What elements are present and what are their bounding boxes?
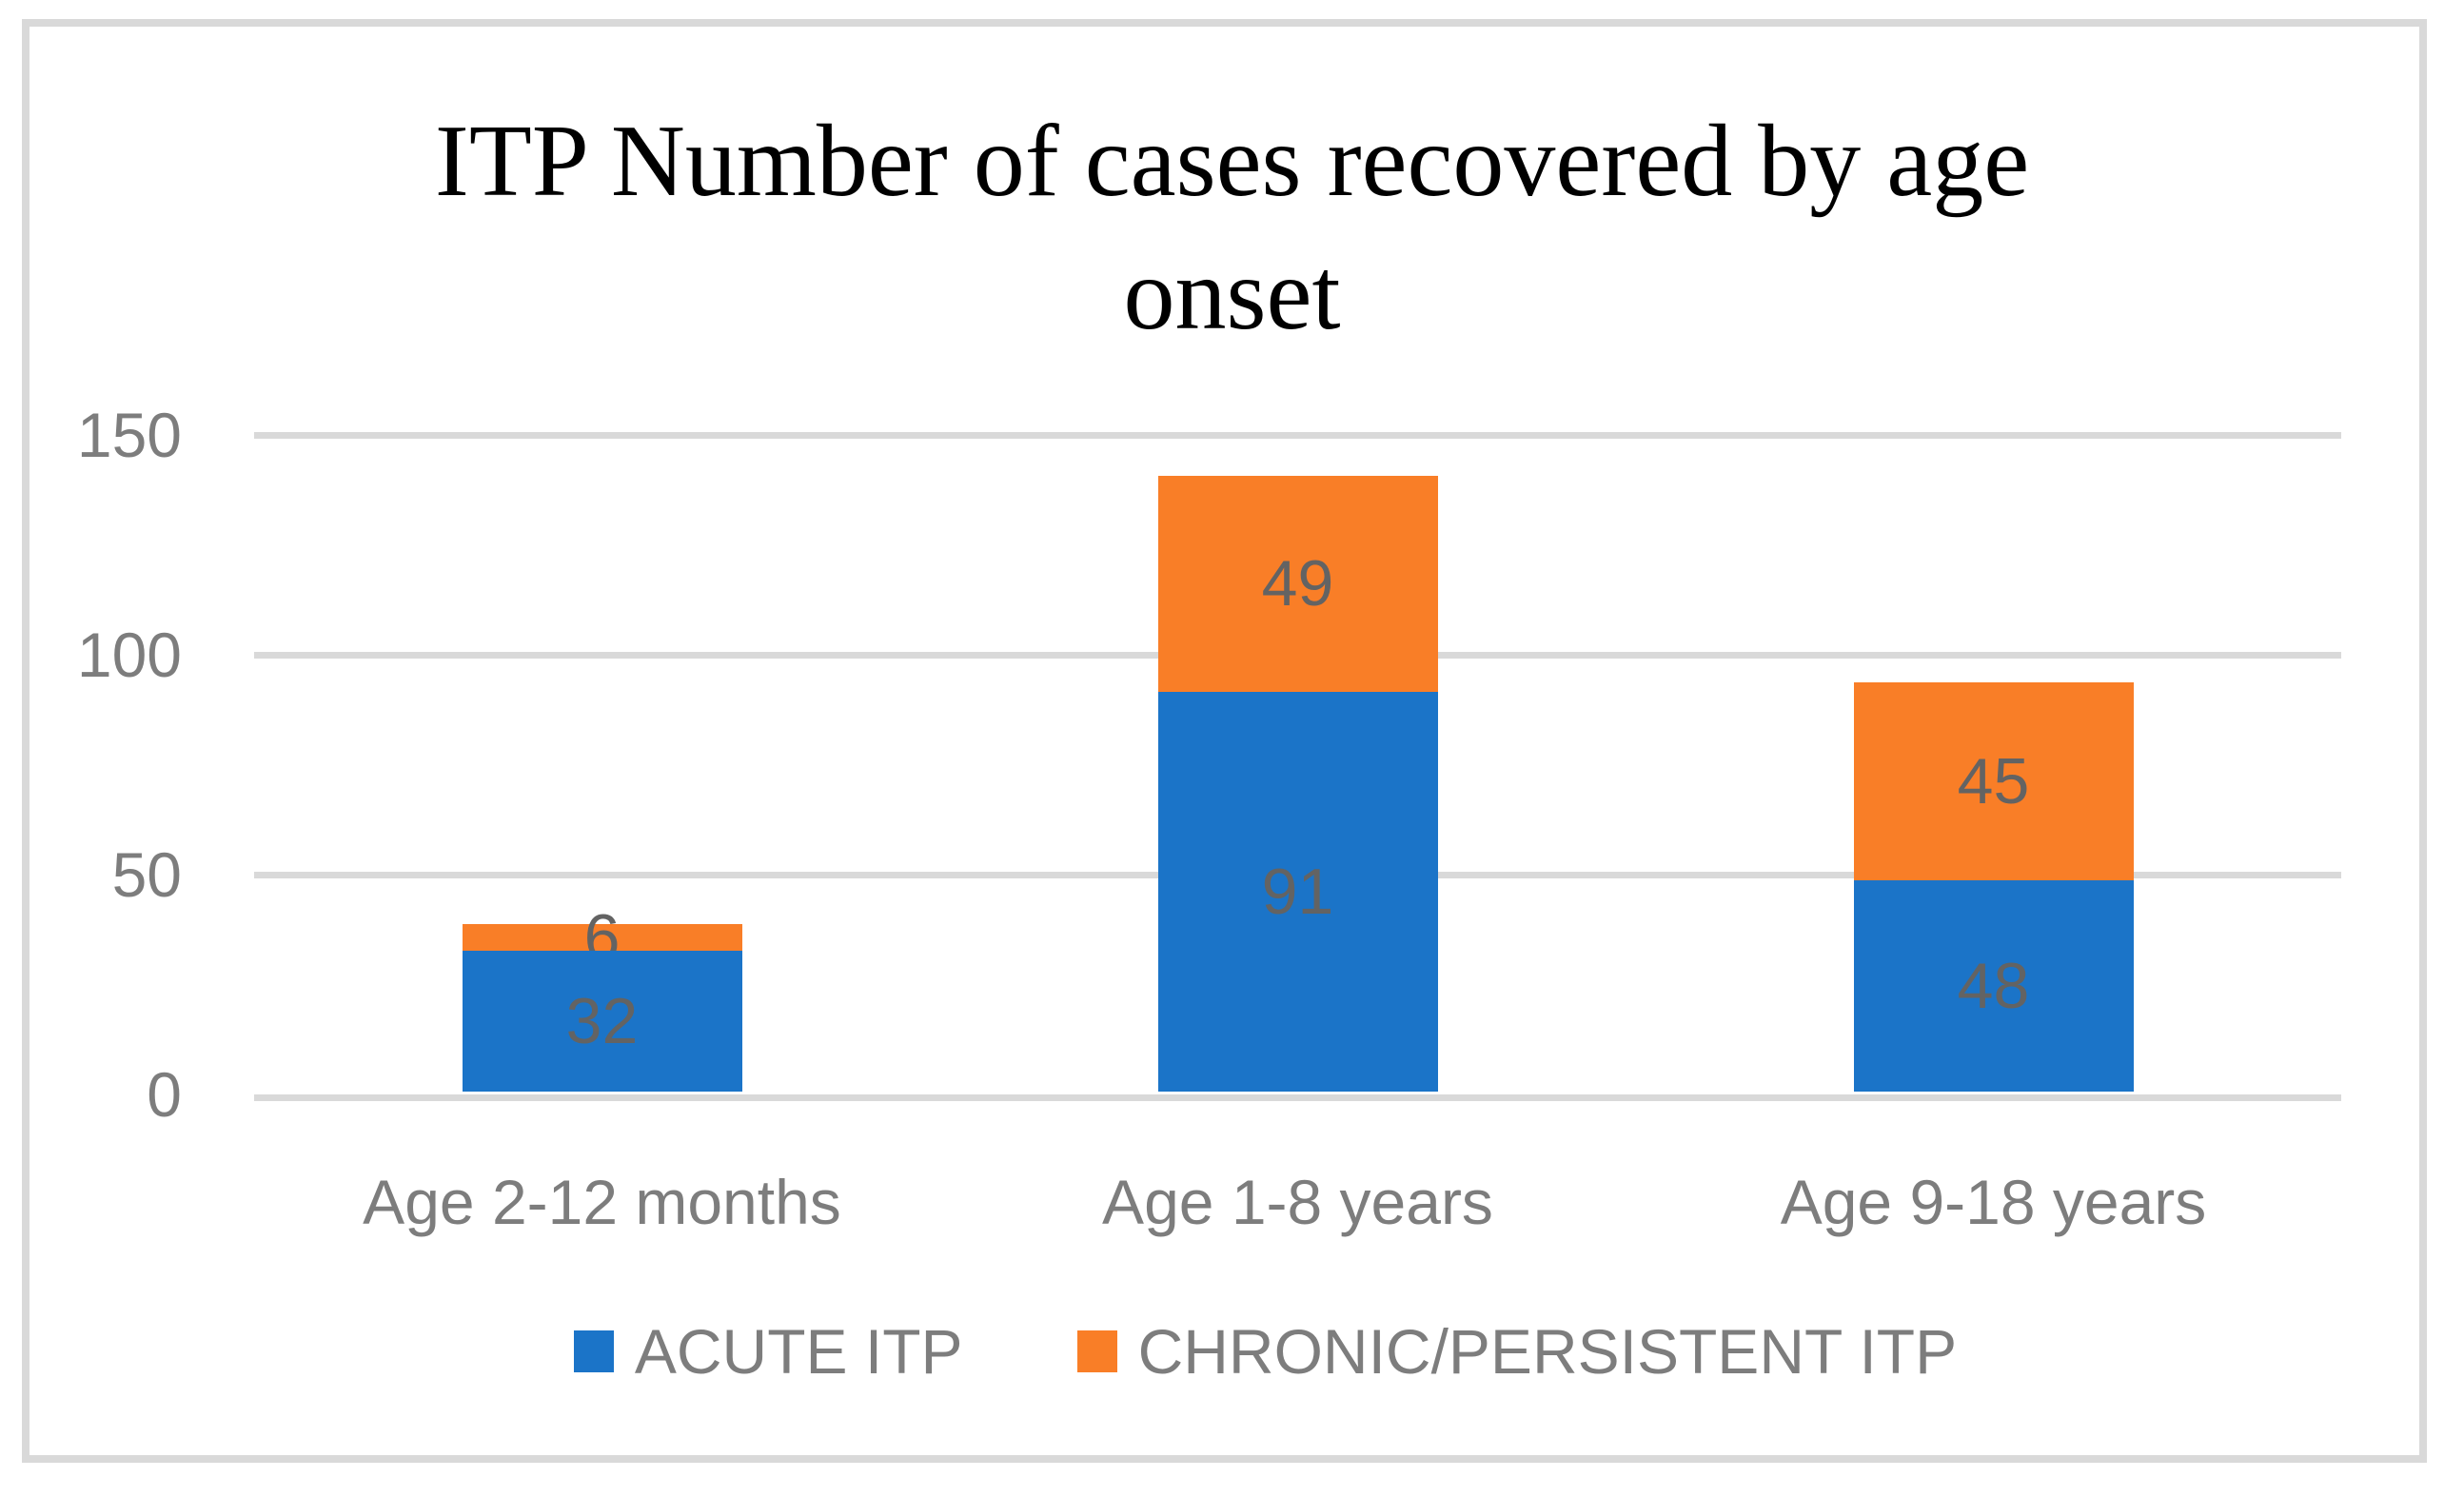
category-slot-2: 48 45 [1646, 435, 2341, 1092]
data-label: 32 [565, 985, 639, 1058]
gridline-y-0 [254, 1093, 2341, 1101]
legend-swatch-icon [1076, 1330, 1117, 1372]
y-axis-tick-label-0: 0 [147, 1059, 182, 1130]
data-label: 48 [1957, 950, 2030, 1023]
stacked-bar-2: 48 45 [1853, 682, 2134, 1092]
y-axis-tick-label-50: 50 [111, 839, 182, 910]
y-axis-tick-label-100: 100 [76, 620, 182, 690]
chart-title-line-2: onset [1123, 238, 1341, 351]
x-axis-category-label-2: Age 9-18 years [1780, 1167, 2207, 1237]
category-slot-0: 32 6 [254, 435, 950, 1092]
chart-title-line-1: ITP Number of cases recovered by age [434, 105, 2030, 218]
bar-segment-chronic-0: 6 [462, 905, 742, 970]
chart-border-frame [22, 19, 2427, 1463]
stacked-bar-0: 32 6 [462, 905, 742, 1092]
chart-title: ITP Number of cases recovered by age ons… [0, 95, 2464, 362]
data-label: 49 [1261, 547, 1334, 620]
x-axis-category-label-0: Age 2-12 months [363, 1167, 841, 1237]
x-axis-category-label-1: Age 1-8 years [1102, 1167, 1493, 1237]
legend: ACUTE ITP CHRONIC/PERSISTENT ITP [0, 1320, 2464, 1383]
plot-area: 32 6 91 49 48 45 [254, 435, 2341, 1092]
bar-segment-acute-2: 48 [1853, 880, 2134, 1092]
x-axis-category-labels: Age 2-12 months Age 1-8 years Age 9-18 yea… [254, 1164, 2341, 1240]
y-axis-tick-label-150: 150 [76, 400, 182, 470]
bar-segment-acute-0: 32 [462, 951, 742, 1092]
bar-segment-chronic-1: 49 [1157, 476, 1438, 692]
bar-segment-chronic-2: 45 [1853, 682, 2134, 881]
legend-label: ACUTE ITP [634, 1316, 963, 1387]
legend-label: CHRONIC/PERSISTENT ITP [1137, 1316, 1958, 1387]
category-slot-1: 91 49 [950, 435, 1646, 1092]
gridline-y-150 [254, 431, 2341, 439]
legend-item-acute: ACUTE ITP [573, 1316, 963, 1387]
bar-segment-acute-1: 91 [1157, 691, 1438, 1092]
legend-swatch-icon [573, 1330, 614, 1372]
legend-item-chronic: CHRONIC/PERSISTENT ITP [1076, 1316, 1958, 1387]
data-label: 45 [1957, 745, 2030, 818]
data-label: 91 [1261, 855, 1334, 928]
stacked-bar-1: 91 49 [1157, 476, 1438, 1092]
